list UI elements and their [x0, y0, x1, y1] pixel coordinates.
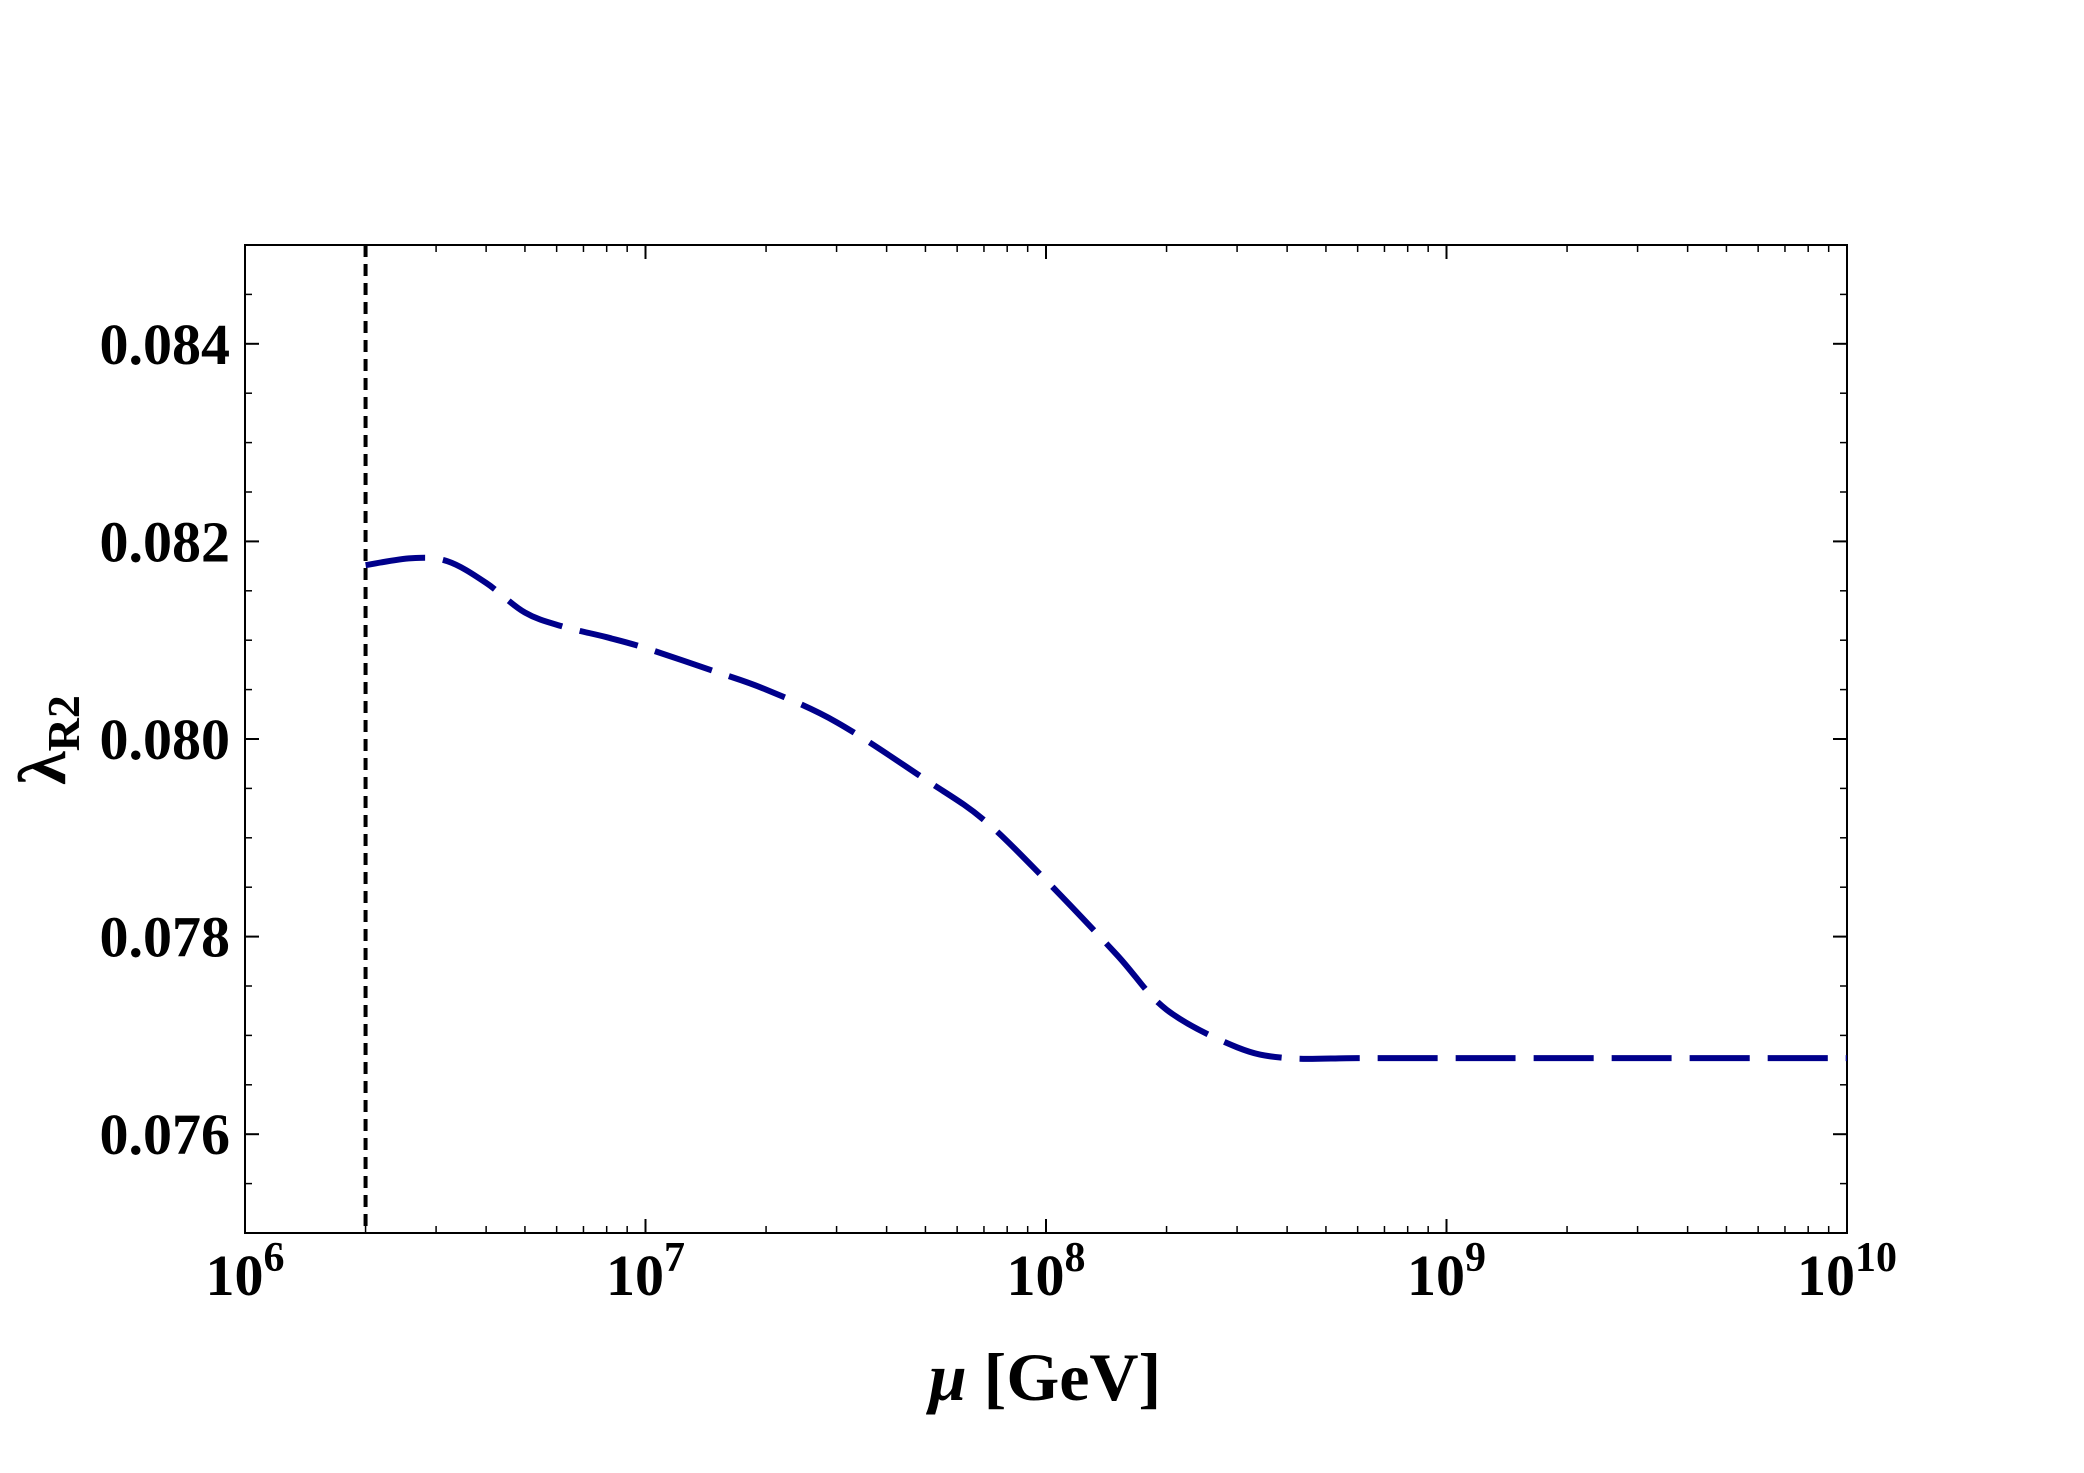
x-tick-exponent: 10	[1855, 1235, 1897, 1281]
x-tick-label: 108	[1007, 1235, 1086, 1308]
x-ticks: 106 107 108 109 1010	[206, 245, 1897, 1308]
x-tick-base: 10	[1797, 1243, 1855, 1308]
x-axis-unit: [GeV]	[967, 1339, 1161, 1415]
x-tick-base: 10	[606, 1243, 664, 1308]
x-tick-base: 10	[206, 1243, 264, 1308]
y-tick-label: 0.076	[100, 1102, 231, 1167]
x-tick-label: 106	[206, 1235, 285, 1308]
x-tick-label: 1010	[1797, 1235, 1897, 1308]
y-axis-symbol: λ	[4, 751, 80, 785]
y-axis-subscript: R2	[38, 695, 89, 751]
x-axis-symbol: μ	[926, 1339, 967, 1415]
y-ticks: 0.076 0.078 0.080 0.082 0.084	[100, 244, 1847, 1234]
y-tick-label: 0.084	[100, 312, 231, 377]
y-tick-label: 0.080	[100, 707, 231, 772]
series-line	[365, 554, 1847, 1062]
plot-frame	[244, 244, 1848, 1234]
y-tick-label: 0.082	[100, 509, 231, 574]
x-tick-base: 10	[1407, 1243, 1465, 1308]
x-tick-base: 10	[1007, 1243, 1065, 1308]
x-tick-exponent: 8	[1065, 1235, 1086, 1281]
x-tick-exponent: 9	[1465, 1235, 1486, 1281]
x-tick-label: 109	[1407, 1235, 1486, 1308]
x-tick-label: 107	[606, 1235, 685, 1308]
series-layer	[363, 245, 1847, 1233]
y-tick-label: 0.078	[100, 905, 231, 970]
x-axis-label: μ [GeV]	[926, 1339, 1161, 1415]
x-tick-exponent: 6	[264, 1235, 285, 1281]
x-tick-exponent: 7	[664, 1235, 685, 1281]
y-axis-label: λR2	[4, 695, 89, 785]
